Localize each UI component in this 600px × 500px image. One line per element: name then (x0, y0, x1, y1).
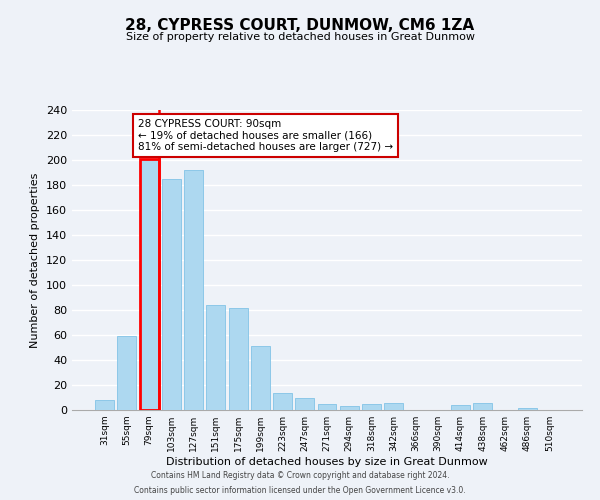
Bar (518, 408, 536, 410)
Bar (251, 346, 270, 410)
Text: Contains public sector information licensed under the Open Government Licence v3: Contains public sector information licen… (134, 486, 466, 495)
Y-axis label: Number of detached properties: Number of detached properties (31, 172, 40, 348)
Text: Contains HM Land Registry data © Crown copyright and database right 2024.: Contains HM Land Registry data © Crown c… (151, 471, 449, 480)
Bar (184, 170, 203, 410)
Text: Size of property relative to detached houses in Great Dunmow: Size of property relative to detached ho… (125, 32, 475, 42)
Bar (206, 305, 225, 410)
Bar (451, 405, 470, 410)
Bar (140, 159, 158, 410)
Text: 28, CYPRESS COURT, DUNMOW, CM6 1ZA: 28, CYPRESS COURT, DUNMOW, CM6 1ZA (125, 18, 475, 32)
Bar (384, 402, 403, 410)
Bar (317, 404, 337, 410)
Bar (295, 398, 314, 410)
X-axis label: Distribution of detached houses by size in Great Dunmow: Distribution of detached houses by size … (166, 457, 488, 467)
Bar (229, 308, 248, 410)
Bar (340, 406, 359, 410)
Bar (473, 402, 492, 410)
Bar (95, 400, 114, 410)
Bar (273, 392, 292, 410)
Text: 28 CYPRESS COURT: 90sqm
← 19% of detached houses are smaller (166)
81% of semi-d: 28 CYPRESS COURT: 90sqm ← 19% of detache… (138, 118, 393, 152)
Bar (362, 404, 381, 410)
Bar (118, 336, 136, 410)
Bar (162, 179, 181, 410)
